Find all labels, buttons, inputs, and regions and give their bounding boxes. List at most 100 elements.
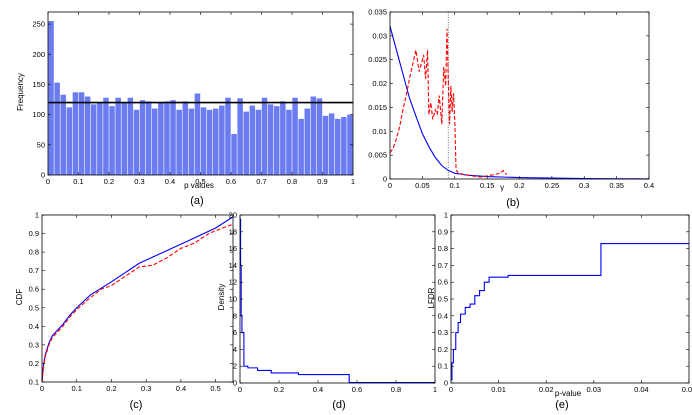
histogram-bar: [145, 101, 152, 175]
x-tick-label: 0.03: [586, 385, 601, 394]
histogram-bar: [127, 97, 134, 175]
y-tick-label: 0.2: [29, 359, 39, 368]
histogram-bar: [164, 101, 170, 175]
y-tick-label: 0.4: [29, 322, 39, 331]
series-line-red: [389, 28, 507, 178]
histogram-bar: [286, 109, 292, 175]
y-tick-label: 0.02: [372, 79, 387, 88]
x-tick-label: 0.02: [539, 385, 554, 394]
histogram-bar: [304, 108, 310, 175]
y-tick-label: 1: [35, 211, 39, 220]
x-tick-label: 0: [238, 385, 242, 394]
x-tick-label: 0.3: [579, 181, 589, 190]
panel-c: 0 0.1 0.2 0.3 0.4 0.50.10.20.30.40.50.60.70.8…: [15, 211, 234, 411]
y-tick-label: 0.9: [29, 229, 39, 238]
histogram-bar: [341, 117, 347, 175]
x-tick-label: 0: [449, 385, 453, 394]
histogram-bar: [292, 97, 298, 175]
x-tick-label: 0: [46, 177, 50, 186]
y-tick-label: 14: [229, 261, 237, 270]
series-line-blue: [240, 218, 435, 384]
y-tick-label: 0.1: [438, 362, 448, 371]
histogram-bar: [78, 92, 85, 175]
histogram-bar: [152, 108, 158, 175]
y-tick-label: 0.005: [368, 151, 387, 160]
histogram-bar: [316, 98, 323, 175]
panel-caption: (b): [506, 197, 519, 209]
y-tick-label: 4: [233, 345, 237, 354]
histogram-bar: [158, 102, 164, 175]
panel-e: 0 0.01 0.02 0.03 0.04 0.05 0 0.1 0.2 0.3 0.4 0.5 0.6…: [427, 211, 692, 412]
y-axis-label: LFDR: [427, 287, 436, 308]
y-tick-label: 200: [32, 50, 45, 59]
histogram-bar: [213, 108, 219, 175]
histogram-bar: [322, 115, 329, 175]
x-axis-label: p-value: [555, 389, 582, 398]
x-tick-label: 0.6: [352, 385, 362, 394]
histogram-bar: [237, 98, 243, 175]
panel-a: 0 0.1 0.2 0.3 0.4 0.5 0.6 0.7 0.8 0.9 1 0 50 100 150 20…: [16, 11, 355, 207]
x-tick-label: 0: [40, 384, 44, 393]
y-tick-label: 0: [233, 379, 237, 388]
x-tick-label: 0.2: [106, 384, 116, 393]
histogram-bar: [188, 108, 195, 175]
y-tick-label: 16: [229, 244, 237, 253]
y-tick-label: 0.8: [29, 248, 39, 257]
panel-caption: (d): [332, 399, 345, 411]
x-tick-label: 1: [351, 177, 355, 186]
panel-caption: (c): [130, 399, 143, 411]
histogram-bar: [310, 96, 317, 175]
axes-frame: [450, 214, 690, 384]
series-line-blue: [389, 26, 650, 180]
histogram-bar: [206, 109, 213, 175]
y-axis-label: Density: [217, 284, 226, 311]
y-tick-label: 0.035: [368, 8, 387, 17]
y-tick-label: 8: [233, 311, 237, 320]
histogram-bar: [347, 114, 353, 175]
histogram-bar: [48, 21, 54, 175]
histogram-bar: [170, 100, 176, 175]
axes-frame: [41, 214, 234, 383]
x-tick-label: 0.05: [682, 385, 692, 394]
y-axis-label: CDF: [15, 289, 24, 306]
y-tick-label: 0.1: [29, 378, 39, 387]
x-tick-label: 0.05: [415, 181, 430, 190]
y-tick-label: 0.2: [438, 345, 448, 354]
y-tick-label: 0.9: [438, 227, 448, 236]
histogram-bar: [298, 118, 304, 175]
y-tick-label: 0.6: [29, 285, 39, 294]
series-line-blue: [451, 243, 689, 381]
y-tick-label: 6: [233, 328, 237, 337]
x-tick-label: 0.3: [134, 177, 144, 186]
x-tick-label: 0.8: [287, 177, 297, 186]
x-tick-label: 0: [388, 181, 392, 190]
y-tick-label: 0.3: [438, 328, 448, 337]
panel-caption: (a): [190, 195, 203, 207]
histogram-bar: [121, 102, 127, 175]
y-tick-label: 0.7: [29, 266, 39, 275]
y-tick-label: 0.5: [438, 295, 448, 304]
x-tick-label: 0.4: [165, 177, 175, 186]
x-tick-label: 0.35: [609, 181, 624, 190]
histogram-bar: [60, 94, 66, 175]
x-tick-label: 0.4: [313, 385, 323, 394]
y-tick-label: 18: [229, 227, 237, 236]
y-tick-label: 0: [444, 379, 448, 388]
x-tick-label: 0.2: [274, 385, 284, 394]
histogram-bar: [219, 105, 225, 175]
x-axis-label: p values: [184, 181, 214, 190]
axes-frame: [239, 214, 436, 384]
histogram-bar: [274, 106, 280, 175]
y-tick-label: 20: [229, 211, 237, 220]
x-tick-label: 1: [433, 385, 437, 394]
x-tick-label: 0.1: [72, 384, 82, 393]
y-tick-label: 0.025: [368, 55, 387, 64]
gamma-annotation: γ: [500, 183, 504, 192]
x-tick-label: 0.3: [141, 384, 151, 393]
histogram-bar: [249, 105, 256, 175]
histogram-bar: [103, 97, 109, 175]
y-tick-label: 1: [444, 211, 448, 220]
x-tick-label: 0.6: [226, 177, 236, 186]
y-tick-label: 0.8: [438, 244, 448, 253]
